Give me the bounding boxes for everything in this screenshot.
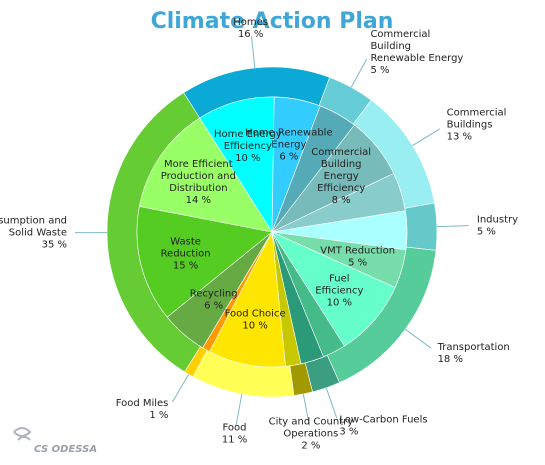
leader-line-transportation — [404, 328, 432, 349]
inner-label-commercial-building-energy-efficiency: Commercial Building Energy Efficiency 8 % — [311, 147, 371, 206]
leader-line-industry — [436, 225, 469, 228]
outer-label-commercial-building-renewable-energy: Commercial Building Renewable Energy 5 % — [370, 29, 463, 76]
inner-label-home-renewable-energy: Home Renewable Energy 6 % — [245, 128, 332, 163]
leader-line-food-miles — [172, 374, 190, 403]
outer-label-transportation: Transportation 18 % — [437, 342, 510, 365]
outer-slice-industry — [404, 202, 438, 251]
outer-ring — [106, 66, 438, 398]
leader-line-commercial-buildings — [412, 128, 441, 147]
inner-slice-home-energy-efficiency — [199, 96, 275, 234]
leader-line-food — [235, 394, 243, 426]
leader-lines — [74, 36, 469, 426]
watermark-swirl-icon — [13, 427, 32, 441]
inner-slice-waste-reduction — [136, 206, 273, 318]
inner-label-food-choice: Food Choice 10 % — [225, 308, 286, 331]
leader-line-homes — [250, 36, 256, 68]
outer-label-commercial-buildings: Commercial Buildings 13 % — [447, 108, 507, 143]
inner-label-waste-reduction: Waste Reduction 15 % — [161, 237, 211, 272]
watermark-text: CS ODESSA — [34, 444, 97, 455]
inner-slice-fuel-efficiency — [271, 231, 396, 347]
outer-label-low-carbon-fuels: Low-Carbon Fuels 3 % — [339, 415, 427, 438]
inner-label-recycling: Recycling 6 % — [190, 288, 238, 311]
inner-label-more-efficient-production-and-distribution: More Efficient Production and Distribution… — [161, 159, 236, 206]
outer-label-industry: Industry 5 % — [477, 214, 518, 237]
outer-label-homes: Homes 16 % — [233, 17, 268, 40]
leader-line-commercial-building-renewable-energy — [350, 58, 368, 88]
inner-slice-food-choice — [209, 230, 286, 368]
outer-label-food: Food 11 % — [222, 423, 247, 446]
inner-label-vmt-reduction: VMT Reduction 5 % — [320, 245, 395, 268]
outer-label-city-and-country-operations: City and Country Operations 2 % — [269, 416, 354, 451]
chart-title: Climate Action Plan — [151, 9, 394, 34]
inner-label-home-energy-efficiency: Home Energy Efficiency 10 % — [214, 129, 282, 164]
inner-slice-more-efficient-production-and-distribution — [139, 117, 273, 233]
outer-labels: Homes 16 % Commercial Building Renewable Ene… — [0, 17, 518, 451]
outer-label-food-miles: Food Miles 1 % — [116, 398, 169, 421]
watermark: CS ODESSA — [13, 427, 97, 455]
leader-line-city-and-country-operations — [302, 393, 310, 426]
inner-pie — [136, 96, 408, 368]
leader-line-low-carbon-fuels — [325, 387, 338, 419]
inner-label-fuel-efficiency: Fuel Efficiency 10 % — [315, 273, 363, 308]
inner-labels: Home Energy Efficiency 10 %Home Renewable E… — [161, 128, 395, 332]
